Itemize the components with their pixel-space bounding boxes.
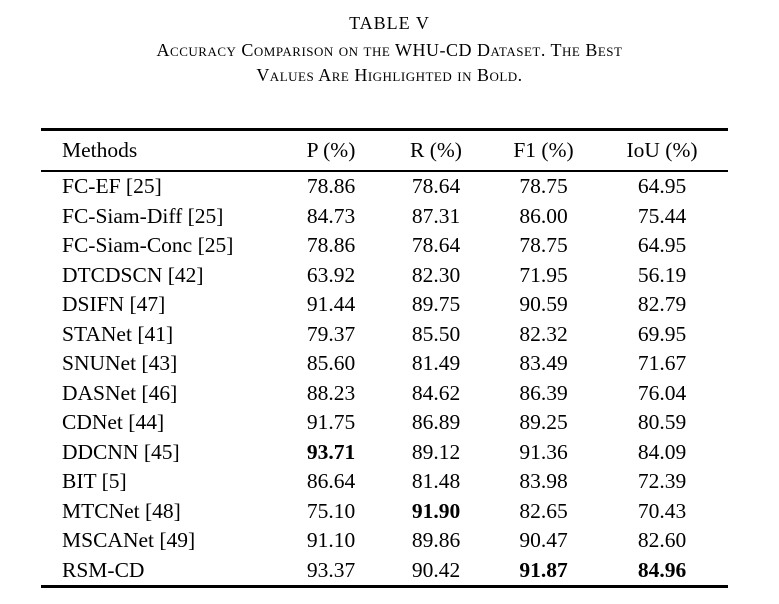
method-cell: FC-Siam-Diff [25] — [62, 203, 224, 228]
r-cell: 86.89 — [411, 410, 461, 434]
iou-cell: 72.39 — [637, 469, 687, 493]
r-cell: 89.86 — [411, 528, 461, 552]
table-row: DDCNN [45] 93.71 89.12 91.36 84.09 — [41, 438, 728, 468]
table-row: MTCNet [48] 75.10 91.90 82.65 70.43 — [41, 497, 728, 527]
method-cell: MTCNet [48] — [62, 498, 181, 523]
method-cell: FC-EF [25] — [62, 174, 162, 198]
r-cell: 91.90 — [411, 498, 461, 523]
table-row: SNUNet [43] 85.60 81.49 83.49 71.67 — [41, 349, 728, 379]
table-caption: Accuracy Comparison on the WHU-CD Datase… — [0, 38, 779, 88]
table-header-block: TABLE V Accuracy Comparison on the WHU-C… — [0, 0, 779, 88]
p-cell: 91.75 — [306, 410, 356, 434]
f1-cell: 83.98 — [519, 469, 568, 493]
r-cell: 78.64 — [411, 174, 461, 198]
f1-cell: 82.32 — [519, 321, 568, 346]
p-cell: 63.92 — [306, 262, 356, 287]
p-cell: 85.60 — [306, 351, 356, 375]
table-row: RSM-CD 93.37 90.42 91.87 84.96 — [41, 556, 728, 587]
iou-cell: 84.96 — [637, 557, 687, 582]
table-number: TABLE V — [349, 13, 430, 33]
f1-cell: 71.95 — [519, 262, 568, 287]
method-cell: DASNet [46] — [62, 380, 178, 405]
method-cell: RSM-CD — [62, 557, 145, 582]
r-cell: 81.48 — [411, 469, 461, 493]
p-cell: 75.10 — [306, 498, 356, 523]
col-header-precision: P (%) — [281, 129, 381, 172]
iou-cell: 71.67 — [637, 351, 687, 375]
r-cell: 89.12 — [411, 439, 461, 464]
iou-cell: 56.19 — [637, 262, 687, 287]
table-row: DSIFN [47] 91.44 89.75 90.59 82.79 — [41, 290, 728, 320]
iou-cell: 84.09 — [637, 439, 687, 464]
method-cell: DSIFN [47] — [62, 292, 166, 316]
method-cell: SNUNet [43] — [62, 351, 178, 375]
iou-cell: 80.59 — [637, 410, 687, 434]
r-cell: 89.75 — [411, 292, 461, 316]
f1-cell: 91.87 — [519, 557, 568, 582]
f1-cell: 86.00 — [519, 203, 568, 228]
col-header-recall: R (%) — [381, 129, 491, 172]
f1-cell: 83.49 — [519, 351, 568, 375]
table-row: FC-Siam-Conc [25] 78.86 78.64 78.75 64.9… — [41, 231, 728, 261]
iou-cell: 82.79 — [637, 292, 687, 316]
iou-cell: 64.95 — [637, 174, 687, 198]
column-header-row: Methods P (%) R (%) F1 (%) IoU (%) — [41, 129, 728, 172]
method-cell: DDCNN [45] — [62, 439, 180, 464]
p-cell: 93.71 — [306, 439, 356, 464]
table-row: BIT [5] 86.64 81.48 83.98 72.39 — [41, 467, 728, 497]
method-cell: MSCANet [49] — [62, 528, 196, 552]
p-cell: 84.73 — [306, 203, 356, 228]
accuracy-comparison-table: Methods P (%) R (%) F1 (%) IoU (%) FC-EF… — [41, 128, 728, 588]
f1-cell: 86.39 — [519, 380, 568, 405]
f1-cell: 82.65 — [519, 498, 568, 523]
caption-line-1: Accuracy Comparison on the WHU-CD Datase… — [156, 40, 623, 60]
col-header-methods: Methods — [41, 129, 281, 172]
f1-cell: 90.59 — [519, 292, 568, 316]
method-cell: CDNet [44] — [62, 410, 165, 434]
iou-cell: 75.44 — [637, 203, 687, 228]
f1-cell: 78.75 — [519, 174, 568, 198]
table-row: FC-EF [25] 78.86 78.64 78.75 64.95 — [41, 171, 728, 202]
method-cell: FC-Siam-Conc [25] — [62, 233, 234, 257]
p-cell: 78.86 — [306, 174, 356, 198]
r-cell: 87.31 — [411, 203, 461, 228]
p-cell: 93.37 — [306, 557, 356, 582]
iou-cell: 82.60 — [637, 528, 687, 552]
r-cell: 84.62 — [411, 380, 461, 405]
table-row: STANet [41] 79.37 85.50 82.32 69.95 — [41, 320, 728, 350]
iou-cell: 64.95 — [637, 233, 687, 257]
p-cell: 88.23 — [306, 380, 356, 405]
p-cell: 91.10 — [306, 528, 356, 552]
col-header-iou: IoU (%) — [596, 129, 728, 172]
method-cell: STANet [41] — [62, 321, 174, 346]
f1-cell: 91.36 — [519, 439, 568, 464]
f1-cell: 78.75 — [519, 233, 568, 257]
r-cell: 81.49 — [411, 351, 461, 375]
p-cell: 91.44 — [306, 292, 356, 316]
p-cell: 78.86 — [306, 233, 356, 257]
table-row: MSCANet [49] 91.10 89.86 90.47 82.60 — [41, 526, 728, 556]
table-row: FC-Siam-Diff [25] 84.73 87.31 86.00 75.4… — [41, 202, 728, 232]
p-cell: 86.64 — [306, 469, 356, 493]
iou-cell: 69.95 — [637, 321, 687, 346]
r-cell: 78.64 — [411, 233, 461, 257]
table-row: DTCDSCN [42] 63.92 82.30 71.95 56.19 — [41, 261, 728, 291]
iou-cell: 70.43 — [637, 498, 687, 523]
caption-line-2: Values Are Highlighted in Bold. — [256, 65, 523, 85]
iou-cell: 76.04 — [637, 380, 687, 405]
table-body: FC-EF [25] 78.86 78.64 78.75 64.95 FC-Si… — [41, 171, 728, 587]
p-cell: 79.37 — [306, 321, 356, 346]
f1-cell: 89.25 — [519, 410, 568, 434]
method-cell: BIT [5] — [62, 469, 127, 493]
f1-cell: 90.47 — [519, 528, 568, 552]
r-cell: 90.42 — [411, 557, 461, 582]
col-header-f1: F1 (%) — [491, 129, 596, 172]
table-row: CDNet [44] 91.75 86.89 89.25 80.59 — [41, 408, 728, 438]
r-cell: 82.30 — [411, 262, 461, 287]
r-cell: 85.50 — [411, 321, 461, 346]
table-row: DASNet [46] 88.23 84.62 86.39 76.04 — [41, 379, 728, 409]
method-cell: DTCDSCN [42] — [62, 262, 204, 287]
